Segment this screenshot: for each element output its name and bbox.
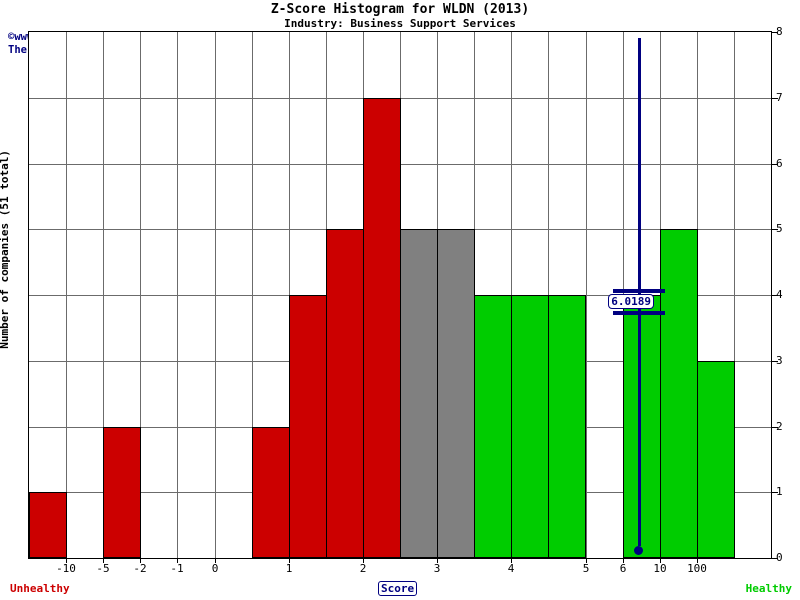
histogram-bar	[548, 295, 586, 558]
x-axis-tick-label: -1	[170, 562, 184, 575]
histogram-bar	[326, 229, 364, 558]
y-axis-tick	[772, 295, 778, 296]
y-axis-tick	[772, 492, 778, 494]
x-axis-tick-label: 10	[653, 562, 667, 575]
y-axis-tick-label: 2	[776, 419, 783, 433]
x-axis-tick	[586, 559, 587, 563]
x-axis-tick	[363, 559, 364, 563]
x-axis-tick	[177, 559, 178, 563]
y-axis-tick	[772, 360, 778, 362]
histogram-bar	[29, 492, 67, 558]
x-axis-tick-label: -2	[133, 562, 147, 575]
y-axis-tick	[772, 426, 778, 428]
y-axis-tick-label: 8	[776, 25, 783, 38]
y-axis-tick-label: 3	[776, 353, 783, 367]
x-axis-tick-label: 3	[433, 562, 441, 575]
score-marker-value-label: 6.0189	[608, 294, 655, 309]
grid-line-vertical	[177, 32, 178, 558]
histogram-bar	[252, 426, 290, 558]
grid-line-vertical	[586, 32, 587, 558]
x-axis-tick-label: 5	[582, 562, 590, 575]
y-axis-tick	[772, 163, 778, 165]
x-axis-tick-label: -10	[56, 562, 76, 575]
y-axis-tick-label: 7	[776, 90, 783, 104]
x-axis-tick	[511, 559, 512, 563]
grid-line-vertical	[252, 32, 253, 558]
y-axis-tick-label: 6	[776, 156, 783, 170]
x-axis-tick-label: 2	[359, 562, 367, 575]
x-axis-tick-label: 100	[687, 562, 707, 575]
score-marker-cap-upper	[613, 289, 666, 293]
histogram-bar	[697, 360, 735, 558]
x-axis-tick-label: -5	[96, 562, 110, 575]
x-axis-tick	[623, 559, 624, 563]
histogram-bar	[660, 229, 698, 558]
score-marker-dot	[634, 546, 644, 555]
histogram-bar	[623, 295, 661, 558]
x-axis-tick	[660, 559, 661, 563]
y-axis-tick-label: 5	[776, 222, 783, 236]
x-axis-tick	[437, 559, 438, 563]
chart-title: Z-Score Histogram for WLDN (2013)	[270, 2, 530, 17]
chart-subtitle: Industry: Business Support Services	[284, 17, 516, 30]
x-axis-tick	[66, 559, 67, 563]
legend-healthy: Healthy	[745, 582, 792, 595]
y-axis-tick	[772, 97, 778, 99]
histogram-bar	[400, 229, 438, 558]
histogram-bar	[363, 97, 401, 558]
grid-line-vertical	[103, 32, 104, 558]
histogram-bar	[437, 229, 475, 558]
x-axis-tick	[289, 559, 290, 563]
x-axis-tick-label: 1	[285, 562, 293, 575]
histogram-bar	[511, 295, 549, 558]
x-axis-tick	[697, 559, 698, 563]
x-axis-tick-label: 4	[507, 562, 515, 575]
y-axis-title: Number of companies (51 total)	[0, 150, 11, 349]
x-axis-tick	[215, 559, 216, 563]
x-axis-tick	[103, 559, 104, 563]
grid-line-vertical	[140, 32, 141, 558]
y-axis-tick	[772, 32, 778, 33]
y-axis-tick	[772, 558, 778, 559]
score-marker-cap-lower	[613, 311, 666, 315]
x-axis-tick-label: 6	[619, 562, 627, 575]
grid-line-vertical	[66, 32, 67, 558]
x-axis-tick	[140, 559, 141, 563]
y-axis-tick-label: 4	[776, 288, 783, 301]
grid-line-vertical	[734, 32, 735, 558]
y-axis-tick	[772, 229, 778, 231]
histogram-bar	[474, 295, 512, 558]
legend-unhealthy: Unhealthy	[10, 582, 70, 595]
grid-line-vertical	[215, 32, 216, 558]
histogram-bar	[289, 295, 327, 558]
plot-area	[28, 31, 772, 559]
x-axis-title: Score	[378, 581, 418, 596]
y-axis-tick-label: 1	[776, 485, 783, 499]
x-axis-tick-label: 0	[211, 562, 219, 575]
histogram-bar	[103, 426, 141, 558]
y-axis-tick-label: 0	[776, 551, 783, 564]
